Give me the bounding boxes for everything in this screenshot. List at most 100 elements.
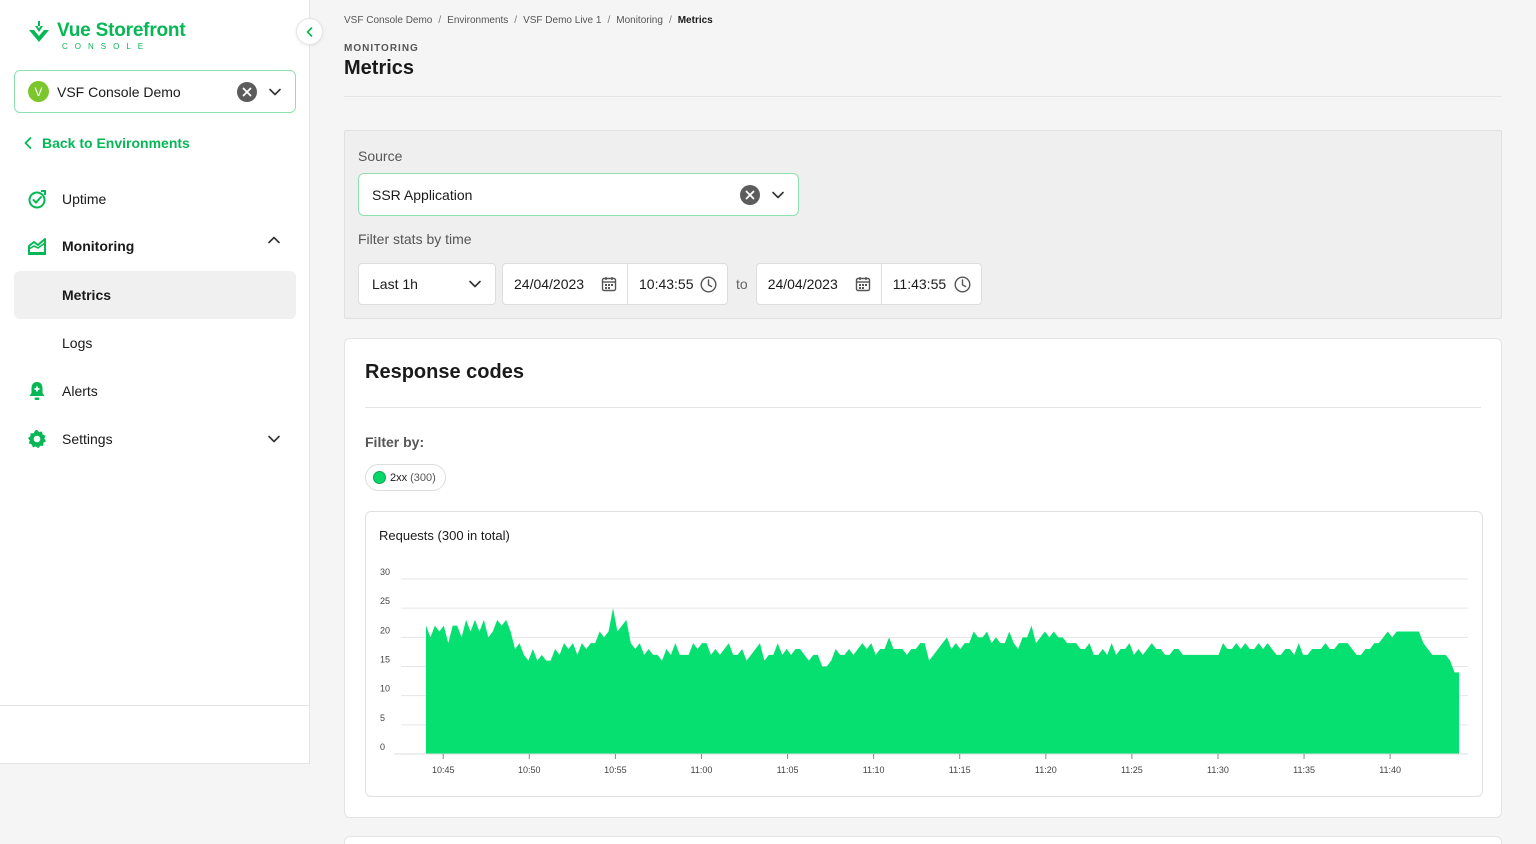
project-avatar: V xyxy=(28,81,49,102)
requests-chart: Requests (300 in total) 0 5 10 15 20 25 30 10:4… xyxy=(365,511,1483,797)
chart-title: Requests (300 in total) xyxy=(379,528,510,543)
x-tick-label: 11:30 xyxy=(1207,765,1229,775)
from-time-value: 10:43:55 xyxy=(639,276,694,292)
breadcrumb-separator: / xyxy=(668,15,672,26)
breadcrumb-item[interactable]: VSF Demo Live 1 xyxy=(523,15,602,26)
chevron-down-icon[interactable] xyxy=(265,82,285,102)
divider xyxy=(365,407,1481,408)
chevron-down-icon[interactable] xyxy=(268,435,280,443)
chip-label: 2xx xyxy=(390,471,408,484)
breadcrumb-current: Metrics xyxy=(677,15,713,26)
chevron-down-icon[interactable] xyxy=(465,274,485,294)
clock-icon[interactable] xyxy=(700,275,717,293)
sidebar-item-label: Metrics xyxy=(62,287,112,303)
y-tick-label: 30 xyxy=(380,567,390,577)
sidebar-item-metrics[interactable]: Metrics xyxy=(14,271,296,319)
sidebar-item-monitoring[interactable]: Monitoring xyxy=(14,222,296,270)
project-select[interactable]: V VSF Console Demo xyxy=(14,70,296,113)
to-date-value: 24/04/2023 xyxy=(767,276,838,292)
from-time-field[interactable]: 10:43:55 xyxy=(628,264,727,304)
clock-icon[interactable] xyxy=(954,275,971,293)
divider xyxy=(344,96,1502,97)
time-range-select[interactable]: Last 1h xyxy=(358,263,496,305)
x-tick-label: 11:40 xyxy=(1379,765,1401,775)
sidebar-item-label: Settings xyxy=(62,431,113,447)
gear-icon xyxy=(26,428,48,450)
monitoring-icon xyxy=(26,235,48,257)
breadcrumb-item[interactable]: Monitoring xyxy=(616,15,663,26)
series-color-dot xyxy=(373,471,386,484)
to-date-field[interactable]: 24/04/2023 xyxy=(757,264,882,304)
page-title: Metrics xyxy=(344,57,415,79)
clear-source-icon[interactable] xyxy=(740,184,760,205)
sidebar: Vue Storefront CONSOLE V VSF Console Dem… xyxy=(0,0,310,764)
sidebar-item-label: Monitoring xyxy=(62,238,135,254)
filter-by-label: Filter by: xyxy=(365,434,425,450)
status-filter-chip-2xx[interactable]: 2xx (300) xyxy=(365,464,446,491)
sidebar-item-logs[interactable]: Logs xyxy=(14,319,296,367)
breadcrumb-separator: / xyxy=(607,15,611,26)
vue-storefront-logo-icon xyxy=(29,21,49,42)
y-tick-label: 0 xyxy=(380,742,385,752)
x-tick-label: 11:10 xyxy=(863,765,885,775)
time-filter-label: Filter stats by time xyxy=(358,231,472,247)
response-codes-card: Response codes Filter by: 2xx (300) Requ… xyxy=(344,338,1502,818)
x-tick-label: 10:45 xyxy=(432,765,455,775)
breadcrumb-item[interactable]: VSF Console Demo xyxy=(344,15,433,26)
brand-name: Vue Storefront xyxy=(57,20,186,41)
breadcrumb-separator: / xyxy=(514,15,518,26)
to-datetime: 24/04/2023 11:43:55 xyxy=(755,263,982,305)
y-tick-label: 15 xyxy=(380,655,390,665)
x-tick-label: 11:20 xyxy=(1035,765,1057,775)
filter-panel: Source SSR Application Filter stats by t… xyxy=(344,130,1502,319)
uptime-icon xyxy=(26,188,48,210)
brand-logo[interactable]: Vue Storefront CONSOLE xyxy=(27,20,186,51)
y-tick-label: 20 xyxy=(380,625,390,635)
back-to-environments-link[interactable]: Back to Environments xyxy=(24,135,190,151)
project-name: VSF Console Demo xyxy=(57,83,181,100)
source-label: Source xyxy=(358,148,403,164)
time-range-value: Last 1h xyxy=(372,276,418,292)
main-content: VSF Console Demo / Environments / VSF De… xyxy=(344,0,1502,844)
sidebar-divider xyxy=(0,705,310,706)
to-time-field[interactable]: 11:43:55 xyxy=(882,264,981,304)
breadcrumb-item[interactable]: Environments xyxy=(447,15,509,26)
sidebar-item-label: Logs xyxy=(62,335,93,351)
sidebar-item-settings[interactable]: Settings xyxy=(14,415,296,463)
clear-project-icon[interactable] xyxy=(237,81,257,102)
chevron-left-icon xyxy=(306,26,313,37)
sidebar-item-uptime[interactable]: Uptime xyxy=(14,175,296,223)
to-label: to xyxy=(736,276,748,292)
x-tick-label: 11:25 xyxy=(1121,765,1143,775)
series-area-2xx xyxy=(426,608,1459,754)
time-filter-row: Last 1h 24/04/2023 10:43:55 xyxy=(358,263,982,305)
x-tick-label: 11:00 xyxy=(691,765,713,775)
calendar-icon[interactable] xyxy=(601,276,617,292)
y-tick-label: 10 xyxy=(380,684,390,694)
chip-count: (300) xyxy=(410,471,436,484)
to-time-value: 11:43:55 xyxy=(892,276,947,292)
page-eyebrow: MONITORING xyxy=(344,43,419,54)
from-date-value: 24/04/2023 xyxy=(514,276,585,292)
x-tick-label: 10:50 xyxy=(518,765,541,775)
bell-icon xyxy=(26,380,48,402)
x-tick-label: 11:35 xyxy=(1293,765,1315,775)
breadcrumb-separator: / xyxy=(438,15,442,26)
calendar-icon[interactable] xyxy=(855,276,871,292)
source-select[interactable]: SSR Application xyxy=(358,173,799,216)
back-label: Back to Environments xyxy=(42,135,190,151)
y-tick-label: 25 xyxy=(380,596,390,606)
x-tick-label: 10:55 xyxy=(604,765,627,775)
collapse-sidebar-button[interactable] xyxy=(296,18,323,45)
x-tick-label: 11:15 xyxy=(949,765,971,775)
source-value: SSR Application xyxy=(372,186,473,203)
y-tick-label: 5 xyxy=(380,713,385,723)
from-datetime: 24/04/2023 10:43:55 xyxy=(502,263,728,305)
from-date-field[interactable]: 24/04/2023 xyxy=(503,264,628,304)
x-tick-label: 11:05 xyxy=(777,765,799,775)
chart-canvas: 0 5 10 15 20 25 30 10:45 10:50 10:55 11:00 11:05 11:… xyxy=(380,567,1468,775)
chevron-up-icon[interactable] xyxy=(268,236,280,244)
card-title: Response codes xyxy=(365,361,524,383)
chevron-down-icon[interactable] xyxy=(768,185,788,205)
sidebar-item-alerts[interactable]: Alerts xyxy=(14,367,296,415)
